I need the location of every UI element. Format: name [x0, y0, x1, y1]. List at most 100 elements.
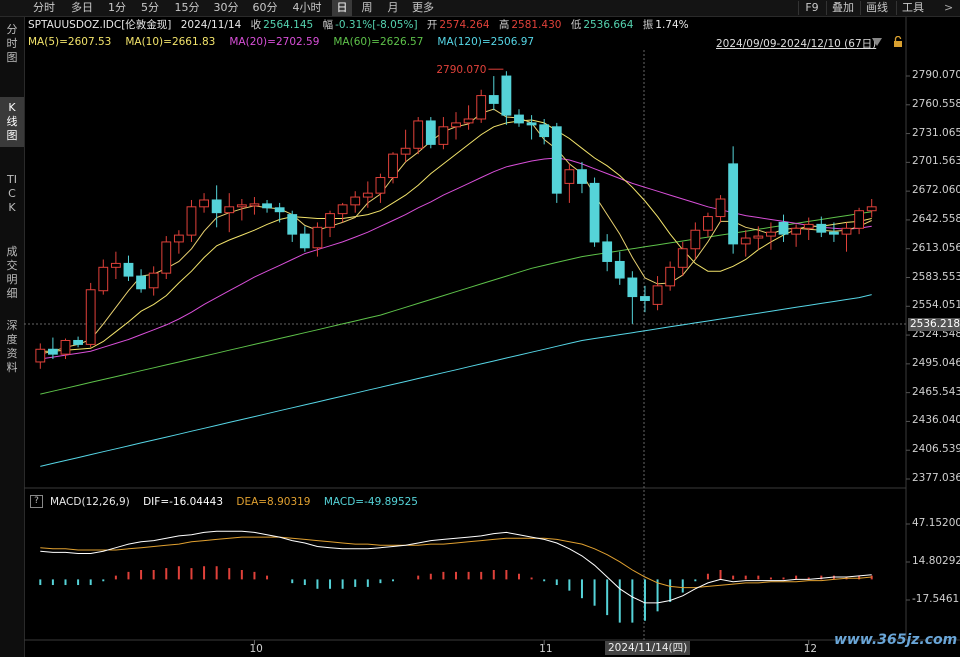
toolbar-tab[interactable]: 日 [332, 0, 352, 16]
ma-legend: MA(5)=2607.53 MA(10)=2661.83 MA(20)=2702.5… [28, 36, 548, 50]
toolbar-tab[interactable]: 周 [361, 1, 373, 14]
sidebar-tab[interactable]: 成交明细 [6, 245, 18, 300]
current-price-tag: 2536.218 [908, 318, 960, 331]
toolbar-button[interactable]: 叠加 [832, 1, 854, 14]
dea-value: DEA=8.90319 [236, 496, 311, 508]
price-axis-label: 2701.563 [912, 155, 960, 168]
ma-legend-item: MA(10)=2661.83 [125, 36, 216, 48]
candle-body [148, 272, 159, 289]
price-axis-label: 2465.543 [912, 385, 960, 398]
sidebar-tab[interactable]: K线图 [0, 97, 24, 147]
high-value: 2581.430 [511, 19, 562, 31]
candle-body [35, 348, 46, 363]
candle-body [123, 262, 134, 277]
toolbar-tab[interactable]: 1分 [108, 1, 126, 14]
macd-axis-label: -17.5461 [912, 593, 960, 605]
candle-body [803, 223, 814, 229]
price-axis-label: 2583.553 [912, 270, 960, 283]
ma10-line [40, 119, 872, 352]
candle-body [325, 213, 335, 228]
chevron-right-icon[interactable]: > [944, 1, 954, 14]
watermark: www.365jz.com [834, 632, 958, 648]
top-toolbar: 分时 多日 1分 5分 15分 30分 60分 4小时日周 月更多 F9 叠加 画线 工具 > [0, 0, 960, 17]
toolbar-tab[interactable]: 15分 [174, 1, 200, 14]
price-axis-label: 2613.056 [912, 241, 960, 254]
candle-body [577, 169, 587, 184]
candle-body [816, 223, 827, 233]
x-tick-label: 11 [539, 643, 552, 655]
triangle-down-icon[interactable] [872, 38, 882, 46]
ma-legend-item: MA(20)=2702.59 [229, 36, 320, 48]
candle-body [136, 275, 146, 290]
candle-body [703, 216, 713, 231]
toolbar-button[interactable]: 工具 [902, 1, 924, 14]
candle-body [476, 95, 487, 120]
date-range[interactable]: 2024/09/09-2024/12/10 (67日) [716, 38, 877, 50]
price-axis-label: 2672.060 [912, 184, 960, 197]
ma-legend-item: MA(60)=2626.57 [333, 36, 424, 48]
candle-body [224, 206, 235, 214]
toolbar-tab[interactable]: 多日 [71, 1, 93, 14]
low-value: 2536.664 [583, 19, 634, 31]
quote-date: 2024/11/14 [180, 19, 242, 31]
candle-body [400, 147, 411, 155]
dif-value: DIF=-16.04443 [143, 496, 224, 508]
x-tick-label: 10 [249, 643, 262, 655]
dea-line [40, 536, 872, 589]
toolbar-tab[interactable]: 4小时 [292, 1, 322, 14]
candle-body [350, 196, 361, 206]
candle-body [564, 169, 575, 184]
candle-body [362, 192, 373, 198]
toolbar-tab[interactable]: 5分 [141, 1, 159, 14]
divider [826, 1, 827, 15]
candle-body [236, 204, 247, 208]
candle-body [299, 233, 310, 249]
toolbar-tab[interactable]: 60分 [252, 1, 278, 14]
candle-body [728, 163, 739, 245]
candle-body [715, 198, 726, 218]
candle-body [740, 237, 751, 245]
high-label: 高 [498, 19, 510, 31]
symbol: SPTAUUSDOZ.IDC[伦敦金现] [28, 19, 172, 31]
lock-icon[interactable] [893, 36, 903, 48]
toolbar-button[interactable]: 画线 [866, 1, 888, 14]
price-axis-label: 2406.539 [912, 443, 960, 456]
candle-body [262, 203, 272, 209]
candle-body [652, 285, 663, 305]
open-value: 2574.264 [439, 19, 490, 31]
close-value: 2564.145 [263, 19, 314, 31]
help-icon[interactable]: ? [30, 495, 43, 508]
candle-body [866, 206, 877, 212]
candle-body [211, 199, 222, 214]
candle-body [60, 339, 71, 355]
toolbar-tab[interactable]: 30分 [213, 1, 239, 14]
candle-body [526, 122, 537, 126]
sidebar-tab[interactable]: 分时图 [6, 23, 18, 64]
candle-body [690, 229, 701, 250]
amp-label: 振 [642, 19, 654, 31]
toolbar-button[interactable]: F9 [805, 1, 819, 14]
sidebar-tab[interactable]: TICK [7, 173, 17, 214]
toolbar-tab[interactable]: 更多 [412, 1, 434, 14]
sidebar-tab[interactable]: 深度资料 [6, 319, 18, 374]
candle-body [551, 126, 562, 194]
macd-label: MACD(12,26,9) [50, 496, 130, 508]
toolbar-tab[interactable]: 月 [387, 1, 399, 14]
candle-body [186, 206, 197, 236]
x-tick-label: 12 [804, 643, 817, 655]
candle-body [85, 289, 96, 345]
price-axis-label: 2436.040 [912, 414, 960, 427]
candle-body [375, 177, 386, 194]
candle-body [602, 241, 613, 262]
macd-axis-label: 14.80292 [912, 555, 960, 567]
candle-body [488, 95, 499, 104]
candle-body [161, 241, 172, 274]
toolbar-tab[interactable]: 分时 [33, 1, 55, 14]
divider [860, 1, 861, 15]
close-label: 收 [250, 19, 262, 31]
candle-body [274, 207, 285, 213]
candle-body [388, 153, 398, 179]
change-value: -0.31%[-8.05%] [335, 19, 418, 31]
candle-body [501, 75, 512, 116]
